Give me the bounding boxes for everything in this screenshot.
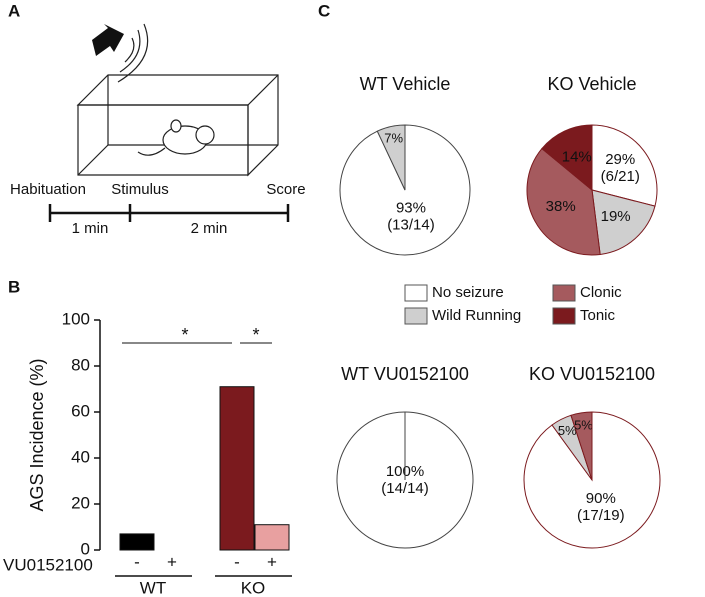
y-tick-label: 40 — [71, 447, 90, 466]
pie-title: KO Vehicle — [547, 74, 636, 94]
pie-count-label: (17/19) — [577, 507, 625, 524]
sig-star: * — [252, 325, 259, 345]
pie-value-label: 5% — [574, 418, 593, 433]
y-tick-label: 60 — [71, 401, 90, 420]
x-tick-label: - — [134, 552, 140, 571]
y-axis-label: AGS Incidence (%) — [27, 358, 47, 511]
pie-value-label: 29% — [605, 151, 635, 168]
x-tick-label: - — [234, 552, 240, 571]
legend-swatch — [552, 284, 576, 302]
legend-swatch — [404, 307, 428, 325]
panel-label: C — [318, 1, 330, 20]
pie-value-label: 5% — [558, 423, 577, 438]
duration-label: 2 min — [191, 220, 228, 237]
y-tick-label: 100 — [62, 309, 90, 328]
pie-title: WT VU0152100 — [341, 364, 469, 384]
y-tick-label: 20 — [71, 493, 90, 512]
pie-count-label: (14/14) — [381, 480, 429, 497]
panel-label: A — [8, 1, 20, 20]
bar — [219, 386, 255, 551]
pie-value-label: 93% — [396, 200, 426, 217]
pie-value-label: 7% — [384, 131, 403, 146]
pie-value-label: 38% — [546, 198, 576, 215]
group-label: KO — [241, 578, 266, 597]
pie-value-label: 19% — [601, 208, 631, 225]
y-tick-label: 0 — [81, 539, 90, 558]
x-tick-label: + — [267, 552, 277, 571]
pie-slice — [541, 124, 593, 192]
legend-swatch — [404, 284, 428, 302]
phase-label: Stimulus — [111, 181, 169, 198]
legend-label: Wild Running — [432, 307, 521, 324]
pie-value-label: 90% — [586, 490, 616, 507]
panel-label: B — [8, 277, 20, 296]
speaker-icon — [92, 24, 124, 56]
pie-title: WT Vehicle — [360, 74, 451, 94]
phase-label: Score — [266, 181, 305, 198]
x-tick-label: + — [167, 552, 177, 571]
bar — [119, 533, 155, 551]
pie-slice — [526, 147, 601, 256]
group-label: WT — [140, 578, 166, 597]
legend-label: Clonic — [580, 284, 622, 301]
pie-title: KO VU0152100 — [529, 364, 655, 384]
duration-label: 1 min — [72, 220, 109, 237]
row-label: VU0152100 — [3, 555, 93, 574]
pie-count-label: (6/21) — [601, 168, 640, 185]
pie-count-label: (13/14) — [387, 217, 435, 234]
legend-label: Tonic — [580, 307, 616, 324]
legend-label: No seizure — [432, 284, 504, 301]
phase-label: Habituation — [10, 181, 86, 198]
pie-slice — [591, 124, 658, 207]
timeline — [48, 204, 290, 222]
legend-swatch — [552, 307, 576, 325]
pie-slice — [591, 189, 656, 256]
bar — [254, 524, 290, 551]
pie-value-label: 14% — [562, 149, 592, 166]
sig-star: * — [181, 325, 188, 345]
y-tick-label: 80 — [71, 355, 90, 374]
arena-diagram — [76, 23, 279, 177]
